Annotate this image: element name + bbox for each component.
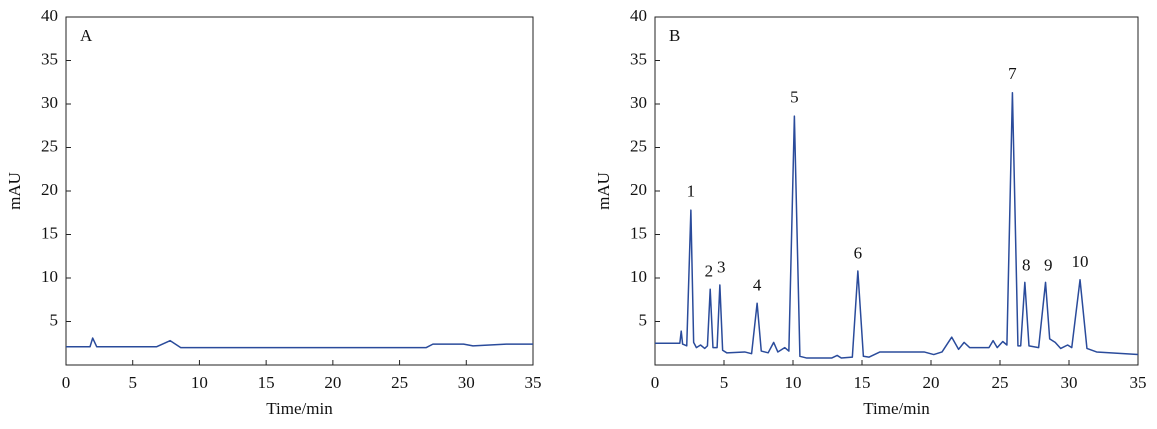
y-tick-label: 15 xyxy=(41,223,58,242)
x-tick-label: 25 xyxy=(391,373,408,392)
panel-label: A xyxy=(80,26,93,45)
x-tick-label: 25 xyxy=(992,373,1009,392)
y-tick-label: 10 xyxy=(41,267,58,286)
chromatogram-line xyxy=(655,91,1139,359)
x-tick-label: 15 xyxy=(854,373,871,392)
y-tick-label: 40 xyxy=(630,6,647,25)
plot-frame xyxy=(65,16,534,366)
y-tick-label: 30 xyxy=(630,93,647,112)
x-tick-label: 20 xyxy=(324,373,341,392)
x-tick-label: 0 xyxy=(651,373,660,392)
y-tick-label: 10 xyxy=(630,267,647,286)
peak-label: 4 xyxy=(753,276,762,295)
peak-label: 2 xyxy=(705,262,714,281)
plot-frame xyxy=(654,16,1139,366)
x-tick-label: 5 xyxy=(720,373,729,392)
peak-label: 3 xyxy=(717,257,726,276)
y-tick-label: 35 xyxy=(41,49,58,68)
y-tick-label: 5 xyxy=(639,310,648,329)
peak-label: 6 xyxy=(854,243,863,262)
y-tick-label: 40 xyxy=(41,6,58,25)
y-tick-label: 35 xyxy=(630,49,647,68)
y-tick-label: 25 xyxy=(630,136,647,155)
x-tick-label: 35 xyxy=(525,373,542,392)
x-tick-label: 10 xyxy=(191,373,208,392)
peak-label: 9 xyxy=(1044,256,1053,275)
panel-label: B xyxy=(669,26,680,45)
x-tick-label: 30 xyxy=(458,373,475,392)
peak-label: 10 xyxy=(1072,252,1089,271)
x-tick-label: 0 xyxy=(62,373,71,392)
y-tick-label: 25 xyxy=(41,136,58,155)
x-tick-label: 30 xyxy=(1061,373,1078,392)
x-axis-title: Time/min xyxy=(863,399,930,418)
y-tick-label: 15 xyxy=(630,223,647,242)
x-tick-label: 10 xyxy=(785,373,802,392)
chromatogram-line xyxy=(66,337,533,349)
x-axis-title: Time/min xyxy=(266,399,333,418)
x-tick-label: 35 xyxy=(1130,373,1147,392)
y-tick-label: 20 xyxy=(41,180,58,199)
y-tick-label: 20 xyxy=(630,180,647,199)
peak-label: 1 xyxy=(687,182,696,201)
y-axis-title: mAU xyxy=(5,172,24,210)
x-tick-label: 15 xyxy=(258,373,275,392)
peak-label: 8 xyxy=(1022,256,1031,275)
x-tick-label: 20 xyxy=(923,373,940,392)
peak-label: 7 xyxy=(1008,64,1017,83)
y-axis-title: mAU xyxy=(594,172,613,210)
y-tick-label: 5 xyxy=(50,310,59,329)
peak-label: 5 xyxy=(790,88,799,107)
y-tick-label: 30 xyxy=(41,93,58,112)
x-tick-label: 5 xyxy=(128,373,137,392)
